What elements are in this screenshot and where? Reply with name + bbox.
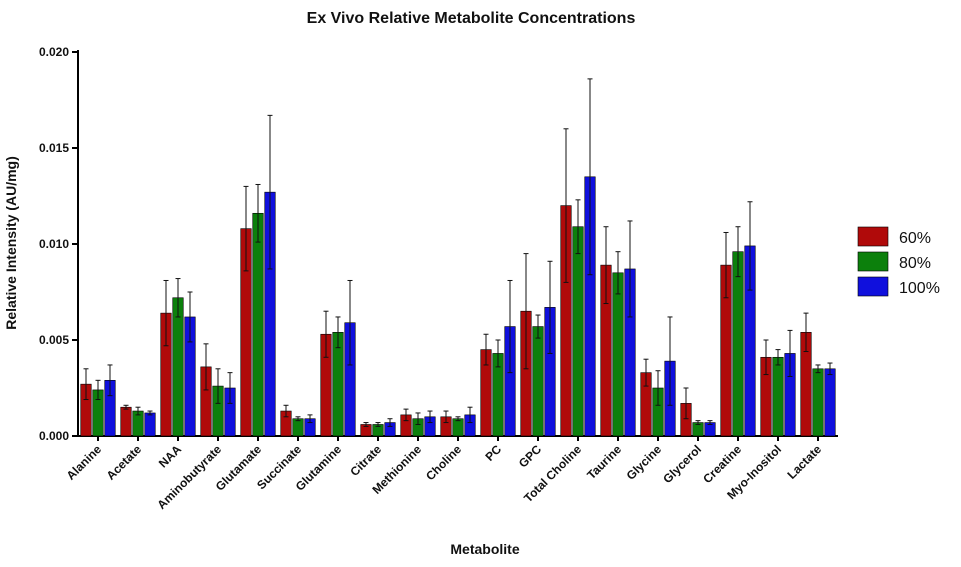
bar: [172, 297, 184, 437]
bar-group: [400, 408, 436, 437]
bar: [772, 356, 784, 437]
x-tick-label: Glycerol: [660, 442, 704, 486]
legend-swatch: [857, 276, 889, 297]
bar-group: [280, 404, 316, 437]
y-tick-label: 0.015: [39, 141, 69, 155]
bar-group: [680, 387, 716, 437]
bar-group: [520, 253, 556, 437]
bar: [732, 251, 744, 437]
bar: [612, 272, 624, 437]
x-tick-label: Glycine: [624, 442, 665, 483]
bar-group: [440, 406, 476, 437]
bar: [452, 418, 464, 437]
legend-label: 100%: [899, 280, 940, 297]
bar-group: [640, 316, 676, 437]
bar: [572, 226, 584, 437]
bar-group: [800, 312, 836, 437]
bar: [292, 418, 304, 437]
x-tick-label: NAA: [156, 442, 185, 471]
bar-group: [560, 78, 596, 437]
x-tick-label: Choline: [423, 442, 464, 483]
legend-swatch: [857, 251, 889, 272]
x-tick-label: PC: [482, 442, 504, 464]
legend-swatch: [857, 226, 889, 247]
y-tick-label: 0.000: [39, 429, 69, 443]
plot-area: 0.000 0.005 0.010 0.015 0.020 Alanine Acetate N…: [39, 45, 838, 512]
y-tick-label: 0.020: [39, 45, 69, 59]
bar: [812, 368, 824, 437]
x-axis-label: Metabolite: [450, 541, 519, 557]
bar: [532, 326, 544, 437]
bar-group: [480, 279, 516, 437]
x-tick-label: Citrate: [347, 442, 384, 479]
bar-group: [360, 418, 396, 437]
bar: [252, 212, 264, 437]
bar: [824, 368, 836, 437]
bar-group: [240, 114, 276, 437]
bar-group: [720, 201, 756, 437]
legend-label: 80%: [899, 255, 931, 272]
chart-title: Ex Vivo Relative Metabolite Concentratio…: [307, 10, 636, 27]
bar: [144, 412, 156, 437]
y-axis-label: Relative Intensity (AU/mg): [3, 156, 19, 329]
bar-group: [320, 279, 356, 437]
bar-group: [80, 364, 116, 437]
y-tick-label: 0.005: [39, 333, 69, 347]
x-tick-label: GPC: [516, 442, 545, 471]
x-tick-label: Taurine: [584, 442, 624, 482]
bar-group: [600, 220, 636, 437]
bar-group: [120, 404, 156, 437]
bar: [120, 406, 132, 437]
y-tick-label: 0.010: [39, 237, 69, 251]
bar-group: [200, 343, 236, 437]
x-tick-label: Lactate: [785, 442, 825, 482]
x-tick-label: Acetate: [104, 442, 145, 483]
bar-group: [760, 329, 796, 437]
legend: 60% 80% 100%: [857, 226, 940, 297]
legend-label: 60%: [899, 230, 931, 247]
x-tick-label: Alanine: [64, 442, 105, 483]
bar-group: [160, 278, 196, 437]
